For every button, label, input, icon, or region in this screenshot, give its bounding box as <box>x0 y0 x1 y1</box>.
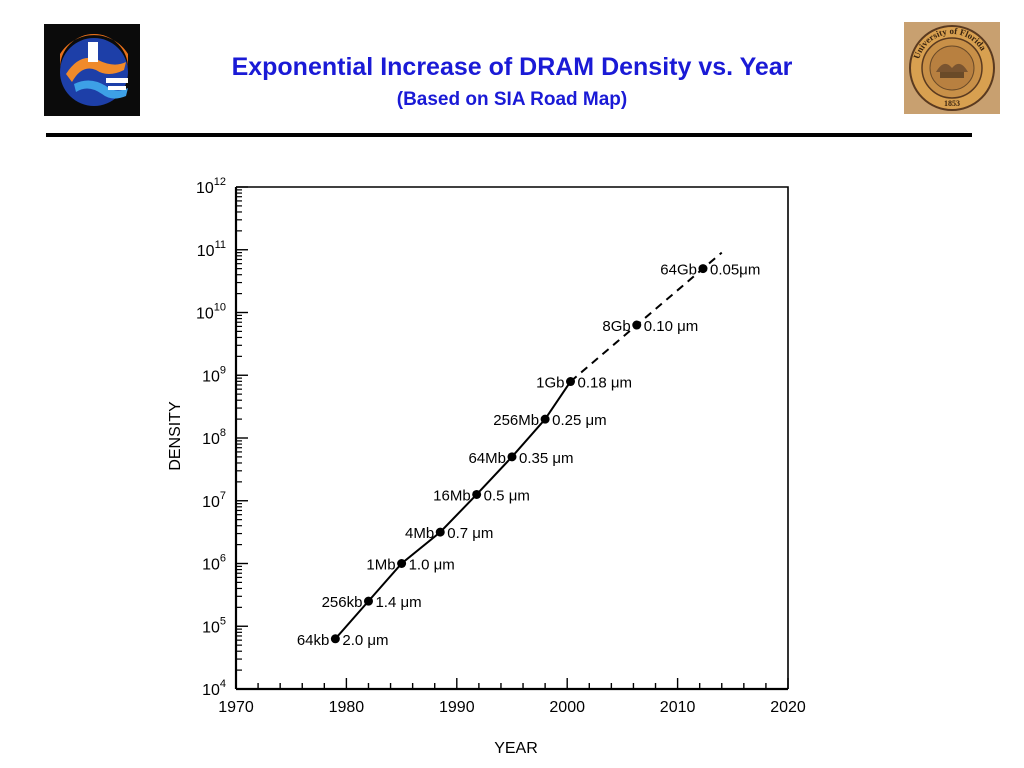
y-tick-label: 108 <box>202 427 226 448</box>
feature-size-label: 0.35 μm <box>519 450 574 467</box>
density-label: 64kb <box>297 632 330 649</box>
series-line-projected <box>569 251 723 383</box>
x-tick-label: 2010 <box>660 699 696 716</box>
data-point <box>632 320 642 330</box>
x-axis-label: YEAR <box>494 740 538 757</box>
data-point <box>698 264 708 274</box>
x-tick-label: 1970 <box>218 699 254 716</box>
feature-size-label: 0.5 μm <box>484 487 530 504</box>
y-tick-label: 1011 <box>197 239 226 260</box>
density-label: 4Mb <box>405 525 434 542</box>
y-tick-label: 105 <box>202 615 226 636</box>
feature-size-label: 0.7 μm <box>447 525 493 542</box>
feature-size-label: 1.4 μm <box>375 594 421 611</box>
feature-size-label: 0.05μm <box>710 262 760 279</box>
feature-size-label: 0.18 μm <box>578 375 633 392</box>
y-axis-label: DENSITY <box>167 401 184 471</box>
feature-size-label: 2.0 μm <box>342 632 388 649</box>
feature-size-label: 0.25 μm <box>552 412 607 429</box>
data-point <box>540 414 550 424</box>
data-point <box>507 452 517 462</box>
data-point <box>397 559 407 568</box>
y-tick-label: 107 <box>202 490 226 511</box>
density-label: 1Mb <box>366 557 395 574</box>
series-line-actual <box>334 380 572 640</box>
y-tick-label: 1010 <box>196 302 226 323</box>
density-label: 1Gb <box>536 375 564 392</box>
page-subtitle: (Based on SIA Road Map) <box>396 89 628 110</box>
university-seal: University of Florida 1853 <box>904 22 1000 114</box>
density-label: 256Mb <box>493 412 539 429</box>
data-point <box>330 634 340 644</box>
density-label: 16Mb <box>433 487 471 504</box>
data-point <box>472 489 482 499</box>
x-tick-label: 2000 <box>549 699 585 716</box>
y-tick-label: 104 <box>202 678 226 699</box>
y-tick-label: 106 <box>202 553 226 574</box>
x-tick-label: 1990 <box>439 699 475 716</box>
density-label: 64Mb <box>468 450 506 467</box>
x-tick-label: 1980 <box>329 699 365 716</box>
data-point <box>435 527 445 537</box>
x-tick-label: 2020 <box>770 699 806 716</box>
density-label: 8Gb <box>602 318 630 335</box>
feature-size-label: 0.10 μm <box>644 318 699 335</box>
header-divider <box>46 133 972 137</box>
plot-area: 1970 1980 1990 2000 2010 2020 1012 1011 1010 109 1… <box>196 176 806 716</box>
density-label: 256kb <box>322 594 363 611</box>
plot-frame <box>236 186 789 689</box>
data-point <box>363 596 373 606</box>
density-label: 64Gb <box>660 262 697 279</box>
y-tick-label: 1012 <box>196 176 226 197</box>
y-tick-label: 109 <box>202 364 226 385</box>
page-title: Exponential Increase of DRAM Density vs.… <box>231 53 793 81</box>
data-point <box>566 377 576 387</box>
gator-logo <box>44 24 140 116</box>
feature-size-label: 1.0 μm <box>409 557 455 574</box>
seal-year: 1853 <box>944 99 960 108</box>
